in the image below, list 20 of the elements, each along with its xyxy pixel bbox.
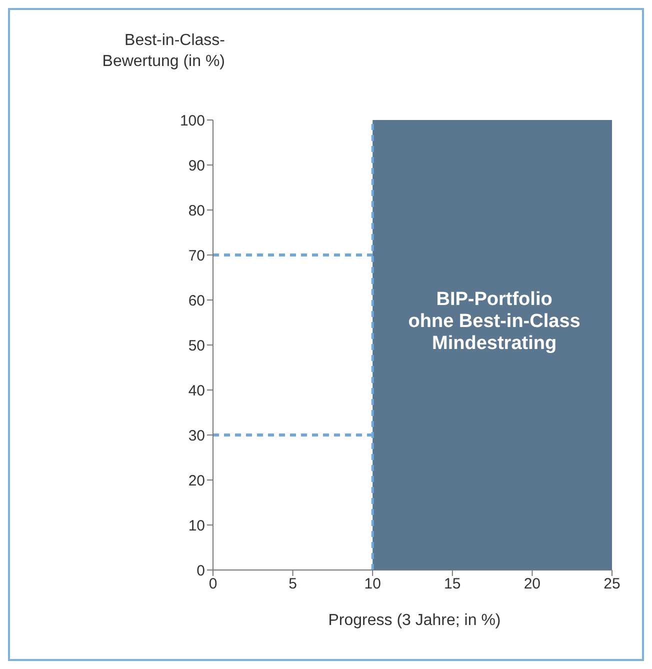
y-tick-label: 40: [188, 382, 205, 400]
y-tick-label: 10: [188, 517, 205, 534]
y-tick-label: 70: [188, 247, 205, 264]
y-tick-label: 30: [188, 427, 205, 444]
x-tick-label: 10: [364, 576, 381, 593]
y-tick-label: 90: [188, 157, 205, 174]
x-tick-label: 20: [524, 576, 541, 593]
y-axis-title: Best-in-Class- Bewertung (in %): [102, 31, 225, 72]
x-tick-label: 0: [208, 576, 218, 593]
y-tick-label: 0: [196, 562, 205, 580]
x-axis-title: Progress (3 Jahre; in %): [327, 612, 502, 630]
x-tick-label: 15: [444, 576, 461, 593]
x-tick-label: 5: [288, 576, 297, 593]
y-tick-label: 100: [180, 112, 205, 130]
y-tick-label: 60: [188, 292, 205, 310]
y-tick-label: 20: [188, 472, 205, 490]
y-tick-label: 50: [188, 337, 205, 354]
annotation: BIP-Portfolio ohne Best-in-Class Mindestrating: [407, 289, 582, 355]
x-tick-label: 25: [604, 576, 620, 593]
y-tick-label: 80: [188, 202, 205, 220]
